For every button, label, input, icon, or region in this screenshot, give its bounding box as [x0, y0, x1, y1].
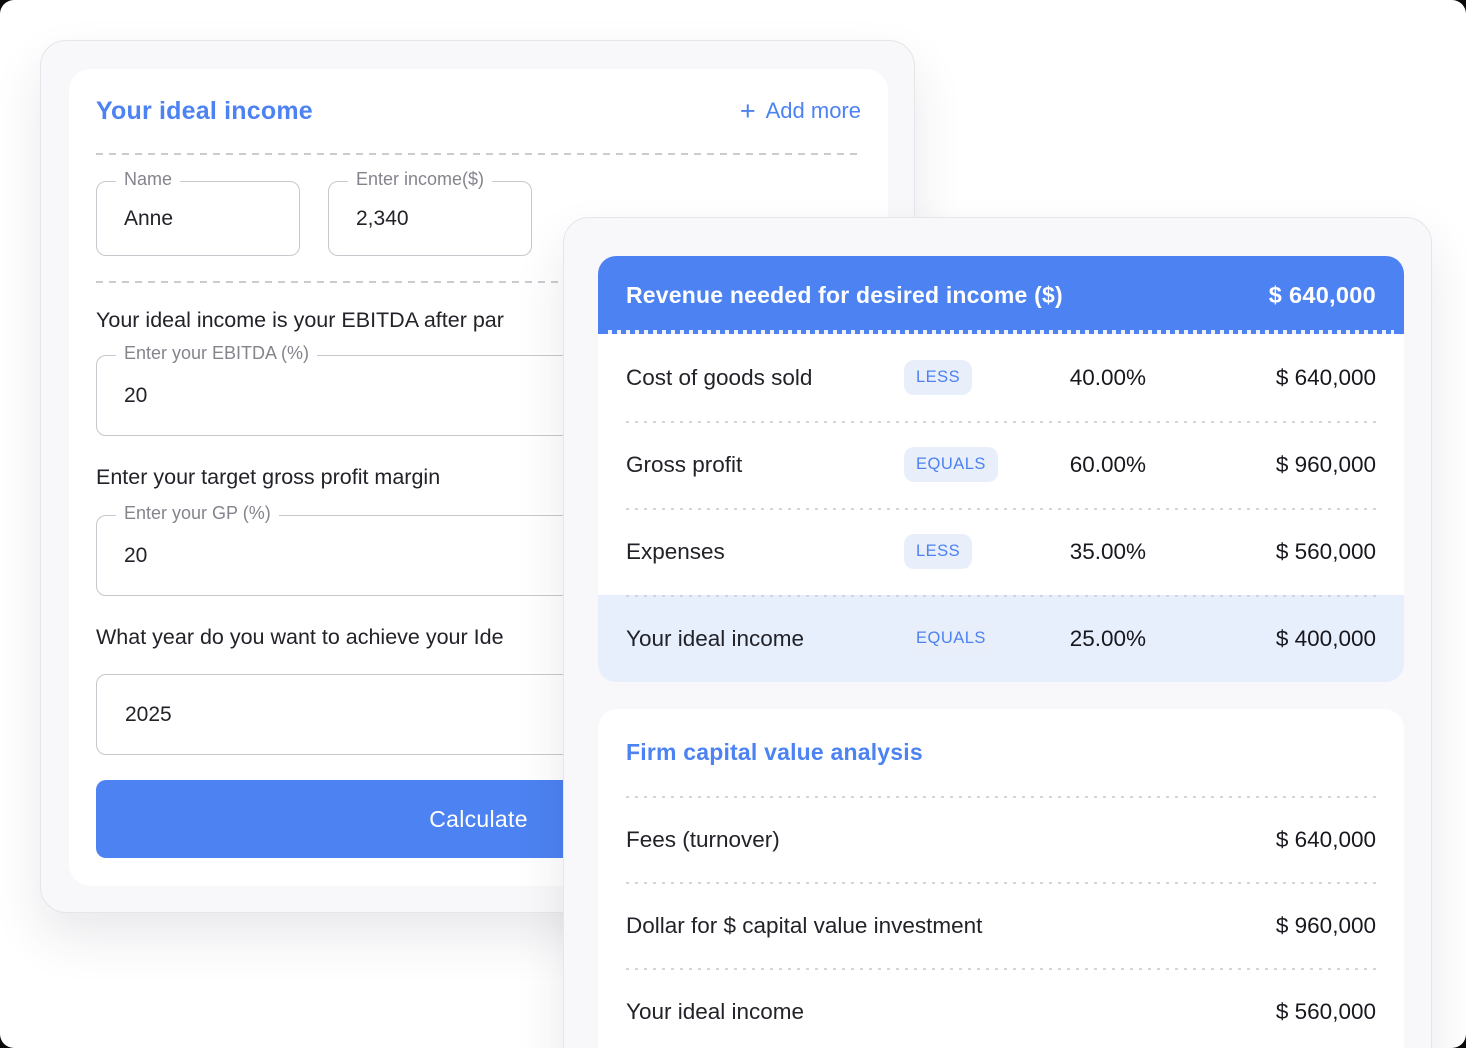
- row-percent: 60.00%: [1069, 451, 1146, 477]
- operator-badge: LESS: [904, 534, 973, 569]
- year-field-value: 2025: [125, 702, 172, 726]
- revenue-table: Revenue needed for desired income ($) $ …: [598, 256, 1404, 682]
- capital-row-ideal-income: Your ideal income $ 560,000: [626, 970, 1376, 1048]
- operator-badge: EQUALS: [904, 447, 998, 482]
- row-label: Gross profit: [626, 451, 743, 477]
- row-percent: 40.00%: [1069, 364, 1146, 390]
- capital-row-fees: Fees (turnover) $ 640,000: [626, 798, 1376, 882]
- divider: [96, 281, 861, 283]
- year-hint-text: What year do you want to achieve your Id…: [96, 625, 504, 649]
- ebitda-field-label: Enter your EBITDA (%): [116, 343, 318, 364]
- row-percent: 35.00%: [1069, 538, 1146, 564]
- row-amount: $ 640,000: [1275, 364, 1376, 390]
- capital-title-row: Firm capital value analysis: [626, 709, 1376, 796]
- table-row-expenses: Expenses LESS 35.00% $ 560,000: [598, 508, 1404, 595]
- add-more-label: Add more: [765, 98, 861, 123]
- operator-badge: LESS: [904, 360, 973, 395]
- row-amount: $ 560,000: [1275, 538, 1376, 564]
- divider: [626, 882, 1376, 884]
- row-amount: $ 560,000: [1275, 999, 1376, 1024]
- name-field-label: Name: [116, 169, 181, 190]
- income-form-panel: Your ideal income + Add more Name Anne E…: [40, 40, 915, 913]
- capital-analysis-card: Firm capital value analysis Fees (turnov…: [598, 709, 1404, 1048]
- capital-row-dollar: Dollar for $ capital value investment $ …: [626, 884, 1376, 968]
- name-income-row: Name Anne Enter income($) 2,340: [96, 169, 861, 256]
- divider: [96, 153, 861, 155]
- row-amount: $ 400,000: [1275, 625, 1376, 651]
- table-row-gross-profit: Gross profit EQUALS 60.00% $ 960,000: [598, 421, 1404, 508]
- income-field-value: 2,340: [356, 206, 409, 230]
- gp-hint-text: Enter your target gross profit margin: [96, 465, 441, 489]
- capital-title: Firm capital value analysis: [626, 739, 923, 765]
- row-percent: 25.00%: [1069, 625, 1146, 651]
- row-amount: $ 960,000: [1275, 913, 1376, 938]
- row-label: Cost of goods sold: [626, 364, 813, 390]
- divider: [626, 968, 1376, 970]
- row-label: Dollar for $ capital value investment: [626, 913, 983, 938]
- form-header: Your ideal income + Add more: [96, 69, 861, 153]
- income-field[interactable]: Enter income($) 2,340: [328, 169, 532, 256]
- add-more-button[interactable]: + Add more: [739, 95, 861, 126]
- revenue-header-value: $ 640,000: [1268, 281, 1376, 308]
- row-amount: $ 960,000: [1275, 451, 1376, 477]
- row-amount: $ 640,000: [1275, 827, 1376, 852]
- name-field-value: Anne: [124, 206, 174, 230]
- plus-icon: +: [739, 95, 756, 126]
- row-label: Your ideal income: [626, 999, 805, 1024]
- gp-field-value: 20: [124, 543, 148, 567]
- ebitda-field-value: 20: [124, 383, 148, 407]
- table-row-ideal-income: Your ideal income EQUALS 25.00% $ 400,00…: [598, 595, 1404, 682]
- table-row-cogs: Cost of goods sold LESS 40.00% $ 640,000: [598, 334, 1404, 421]
- divider: [626, 796, 1376, 798]
- operator-badge: EQUALS: [904, 621, 998, 656]
- name-field[interactable]: Name Anne: [96, 169, 300, 256]
- ebitda-hint-text: Your ideal income is your EBITDA after p…: [96, 308, 504, 332]
- results-panel: Revenue needed for desired income ($) $ …: [563, 217, 1432, 1048]
- revenue-header-label: Revenue needed for desired income ($): [626, 281, 1063, 308]
- row-label: Fees (turnover): [626, 827, 780, 852]
- gp-field-label: Enter your GP (%): [116, 503, 279, 524]
- row-label: Your ideal income: [626, 625, 805, 651]
- income-field-label: Enter income($): [348, 169, 493, 190]
- revenue-header: Revenue needed for desired income ($) $ …: [598, 256, 1404, 334]
- form-title: Your ideal income: [96, 96, 313, 125]
- row-label: Expenses: [626, 538, 725, 564]
